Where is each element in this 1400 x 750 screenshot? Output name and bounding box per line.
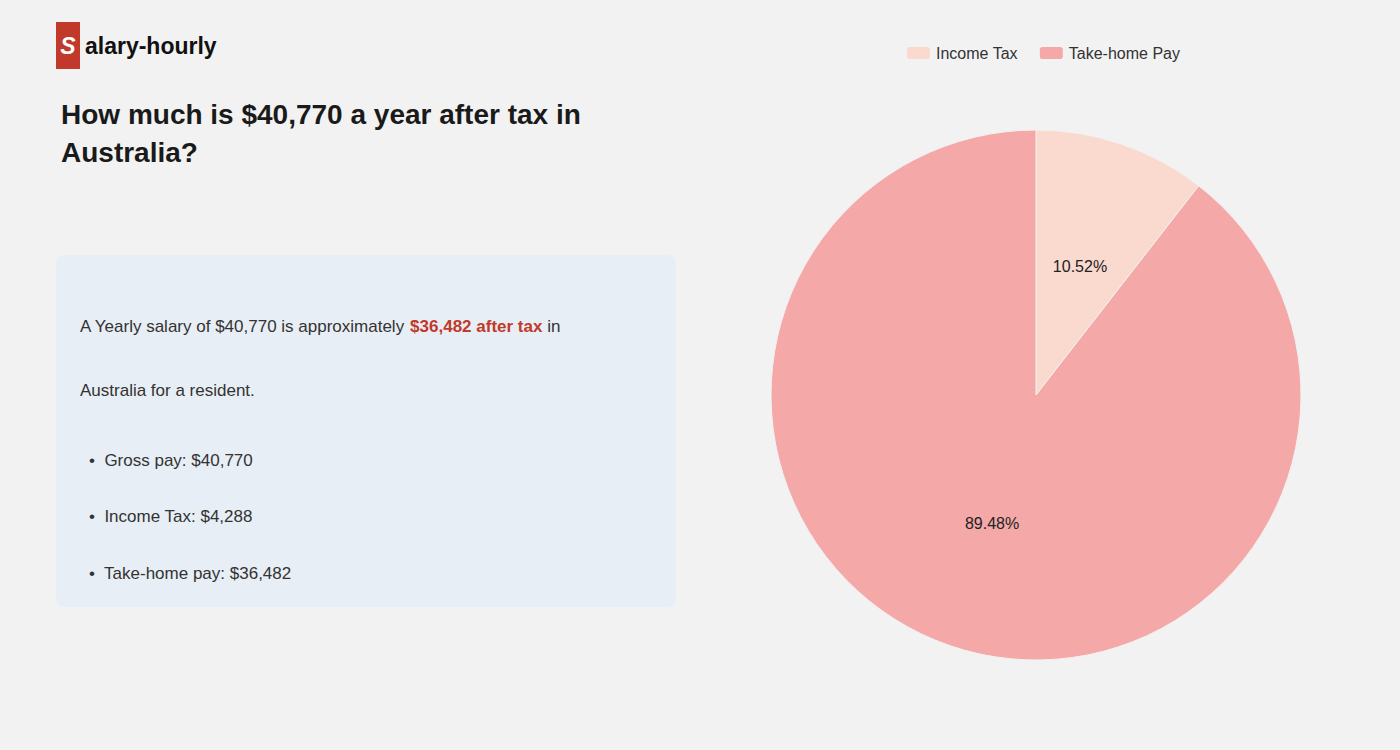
svg-text:89.48%: 89.48% bbox=[965, 515, 1019, 532]
svg-text:$36,482 after tax: $36,482 after tax bbox=[410, 317, 543, 336]
svg-text:How much is $40,770 a year aft: How much is $40,770 a year after tax in bbox=[61, 99, 581, 130]
svg-text:Income Tax: Income Tax bbox=[936, 45, 1018, 62]
svg-text:A Yearly salary of $40,770 is: A Yearly salary of $40,770 is approximat… bbox=[80, 317, 409, 336]
svg-text:• Income Tax: $4,288: • Income Tax: $4,288 bbox=[89, 507, 252, 526]
svg-text:• Take-home pay: $36,482: • Take-home pay: $36,482 bbox=[89, 564, 291, 583]
svg-text:Australia for a resident.: Australia for a resident. bbox=[80, 381, 255, 400]
svg-text:Take-home Pay: Take-home Pay bbox=[1069, 45, 1180, 62]
svg-text:Australia?: Australia? bbox=[61, 137, 198, 168]
svg-text:• Gross pay: $40,770: • Gross pay: $40,770 bbox=[89, 451, 253, 470]
svg-text:in: in bbox=[542, 317, 560, 336]
svg-text:alary-hourly: alary-hourly bbox=[85, 33, 217, 59]
svg-text:S: S bbox=[60, 33, 76, 59]
svg-text:10.52%: 10.52% bbox=[1053, 258, 1107, 275]
